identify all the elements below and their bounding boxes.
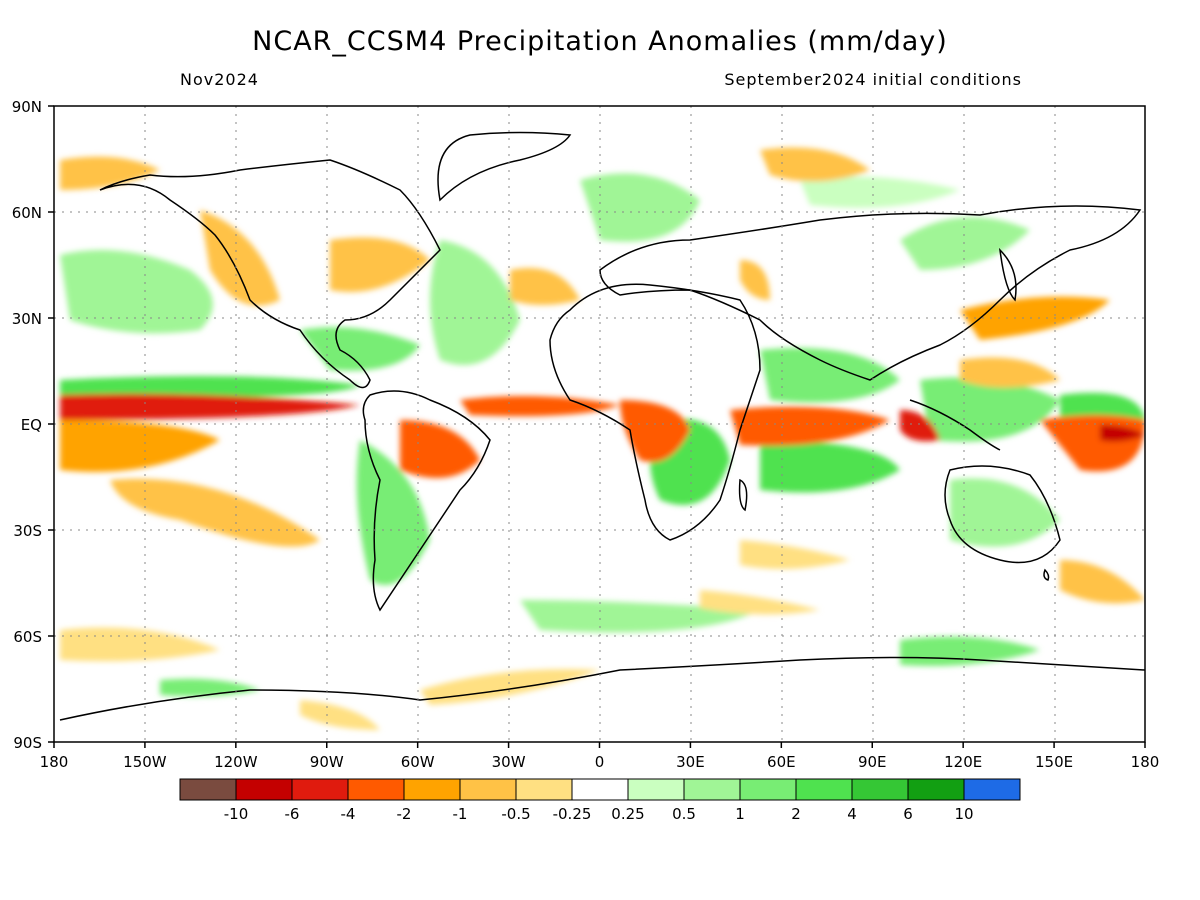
colorbar-label: -2: [397, 805, 412, 823]
colorbar-swatch: [347, 778, 405, 801]
colorbar-swatch: [235, 778, 293, 801]
colorbar-swatch: [907, 778, 965, 801]
colorbar-swatch: [963, 778, 1021, 801]
lat-label: 60S: [13, 628, 42, 646]
lon-label: 120W: [214, 753, 258, 771]
colorbar-swatch: [851, 778, 909, 801]
colorbar: [179, 778, 1021, 801]
lon-label: 90E: [858, 753, 887, 771]
colorbar-swatch: [291, 778, 349, 801]
colorbar-swatch: [459, 778, 517, 801]
colorbar-label: 0.5: [672, 805, 696, 823]
colorbar-swatch: [403, 778, 461, 801]
colorbar-label: 4: [847, 805, 857, 823]
lon-label: 30E: [676, 753, 705, 771]
colorbar-swatch: [627, 778, 685, 801]
lon-label: 30W: [492, 753, 526, 771]
lon-label: 60E: [767, 753, 796, 771]
lon-label: 120E: [944, 753, 982, 771]
colorbar-label: -0.25: [553, 805, 592, 823]
coastlines: [59, 131, 1145, 721]
graticule: [54, 106, 1145, 742]
lon-label: 60W: [401, 753, 435, 771]
longitude-labels: 180 150W 120W 90W 60W 30W 0 30E 60E 90E 120E 150E 18…: [40, 742, 1160, 771]
lon-label: 180: [40, 753, 69, 771]
lat-label: EQ: [21, 416, 42, 434]
lat-label: 60N: [12, 204, 42, 222]
lon-label: 150W: [123, 753, 167, 771]
colorbar-label: -10: [224, 805, 249, 823]
colorbar-label: -1: [453, 805, 468, 823]
lon-label: 0: [595, 753, 605, 771]
colorbar-labels: -10 -6 -4 -2 -1 -0.5 -0.25 0.25 0.5 1 2 4 6 10: [224, 805, 974, 823]
colorbar-label: 10: [954, 805, 973, 823]
latitude-labels: 90N 60N 30N EQ 30S 60S 90S: [12, 98, 54, 752]
colorbar-swatch: [683, 778, 741, 801]
colorbar-label: -6: [285, 805, 300, 823]
lat-label: 30N: [12, 310, 42, 328]
lon-label: 180: [1131, 753, 1160, 771]
colorbar-swatch: [739, 778, 797, 801]
lat-label: 30S: [13, 522, 42, 540]
colorbar-label: 2: [791, 805, 801, 823]
colorbar-label: 6: [903, 805, 913, 823]
lat-label: 90N: [12, 98, 42, 116]
lon-label: 90W: [310, 753, 344, 771]
colorbar-swatch: [515, 778, 573, 801]
colorbar-label: -0.5: [501, 805, 530, 823]
valid-month-label: Nov2024: [180, 70, 259, 89]
colorbar-swatch: [571, 778, 629, 801]
colorbar-swatch: [795, 778, 853, 801]
colorbar-label: 0.25: [611, 805, 644, 823]
colorbar-label: -4: [341, 805, 356, 823]
colorbar-swatch: [179, 778, 237, 801]
map-title: NCAR_CCSM4 Precipitation Anomalies (mm/d…: [252, 26, 948, 57]
initial-conditions-label: September2024 initial conditions: [724, 70, 1022, 89]
colorbar-label: 1: [735, 805, 745, 823]
lon-label: 150E: [1035, 753, 1073, 771]
lat-label: 90S: [13, 734, 42, 752]
